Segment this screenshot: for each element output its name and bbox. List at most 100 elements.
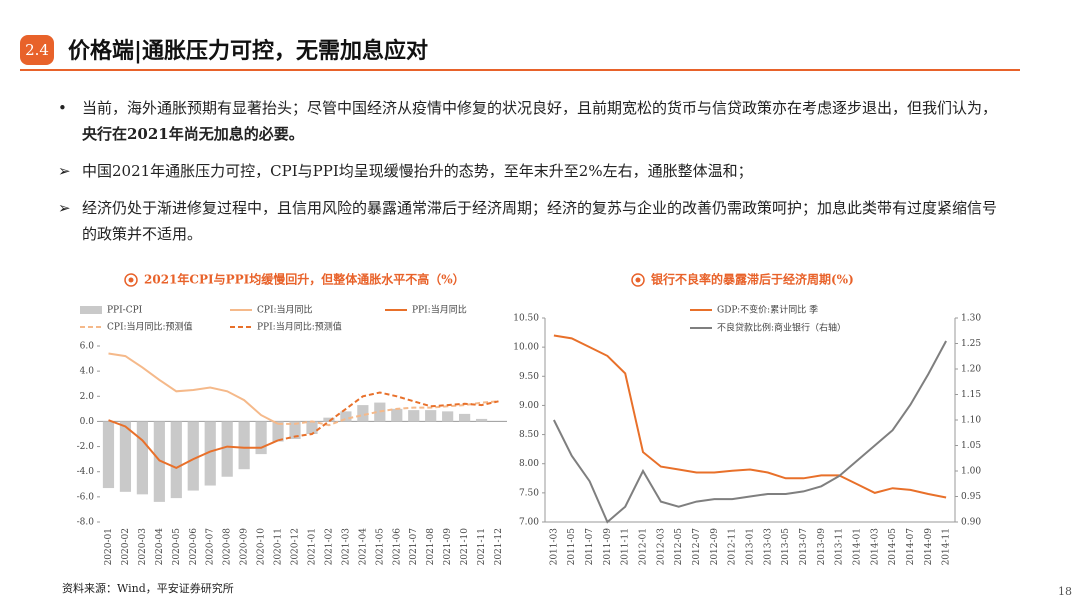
y-tick-label: -4.0 <box>77 467 95 477</box>
bar <box>340 411 352 422</box>
y-tick-label: 2.0 <box>80 392 95 402</box>
legend-label: GDP:不变价:累计同比 季 <box>717 304 818 316</box>
x-tick-label: 2020-03 <box>138 528 148 566</box>
x-tick-label: 2021-05 <box>375 528 385 566</box>
series-line <box>277 391 499 442</box>
x-tick-label: 2011-05 <box>567 528 577 566</box>
x-tick-label: 2013-01 <box>746 528 756 565</box>
series-line <box>553 340 947 524</box>
y2-tick-label: 1.10 <box>961 416 981 426</box>
x-tick-label: 2021-08 <box>426 528 436 566</box>
x-tick-label: 2013-11 <box>835 528 845 565</box>
x-tick-label: 2021-10 <box>460 528 470 566</box>
x-tick-label: 2013-07 <box>799 528 809 566</box>
bullet-text: 当前，海外通胀预期有显著抬头；尽管中国经济从疫情中修复的状况良好，且前期宽松的货… <box>82 99 998 117</box>
series-line <box>108 419 279 470</box>
x-tick-label: 2021-03 <box>341 528 351 566</box>
x-tick-label: 2012-01 <box>639 528 649 565</box>
title-icon-dot <box>128 277 134 283</box>
x-tick-label: 2011-09 <box>603 528 613 566</box>
y2-tick-label: 1.20 <box>961 365 981 375</box>
bar <box>442 411 454 422</box>
bar <box>391 408 403 422</box>
x-tick-label: 2021-01 <box>307 528 317 565</box>
chart-title: 银行不良率的暴露滞后于经济周期(%) <box>651 272 854 287</box>
x-tick-label: 2020-02 <box>121 528 131 565</box>
y-tick-label: 7.50 <box>519 488 539 498</box>
y2-tick-label: 0.95 <box>961 492 981 502</box>
bar <box>459 413 471 422</box>
x-tick-label: 2020-06 <box>189 528 199 566</box>
y-tick-label: 8.50 <box>519 430 539 440</box>
x-tick-label: 2013-05 <box>781 528 791 566</box>
x-tick-label: 2012-11 <box>728 528 738 565</box>
bullet-marker: • <box>58 99 67 117</box>
bar <box>204 421 216 486</box>
bar <box>272 421 284 442</box>
series-line <box>278 400 499 427</box>
x-tick-label: 2020-05 <box>172 528 182 566</box>
y-tick-label: 10.50 <box>513 314 539 324</box>
y-tick-label: -8.0 <box>77 518 95 528</box>
x-tick-label: 2021-07 <box>409 528 419 566</box>
x-tick-label: 2020-07 <box>206 528 216 566</box>
y-tick-label: 0.0 <box>80 417 95 427</box>
x-tick-label: 2012-05 <box>674 528 684 566</box>
slide-title: 价格端|通胀压力可控，无需加息应对 <box>68 38 429 64</box>
title-icon-dot <box>635 277 641 283</box>
bullet-bold-text: 央行在2021年尚无加息的必要。 <box>82 125 304 143</box>
bullet-text: 中国2021年通胀压力可控，CPI与PPI均呈现缓慢抬升的态势，至年末升至2%左… <box>82 162 753 180</box>
x-tick-label: 2020-04 <box>155 528 165 566</box>
x-tick-label: 2020-08 <box>223 528 233 566</box>
y2-tick-label: 1.25 <box>961 339 981 349</box>
bullet-list: • 当前，海外通胀预期有显著抬头；尽管中国经济从疫情中修复的状况良好，且前期宽松的… <box>58 95 1008 258</box>
y-tick-label: -2.0 <box>77 442 95 452</box>
y2-tick-label: 1.00 <box>961 467 981 477</box>
legend-label: CPI:当月同比 <box>257 304 313 316</box>
legend-label: CPI:当月同比:预测值 <box>107 321 193 333</box>
y-tick-label: 8.00 <box>519 459 539 469</box>
x-tick-label: 2021-06 <box>392 528 402 566</box>
bar <box>425 410 437 422</box>
bar <box>255 421 267 455</box>
bar <box>238 421 250 470</box>
title-rule <box>20 69 1020 71</box>
bar <box>153 421 165 502</box>
bar <box>323 417 335 422</box>
bar <box>306 421 318 434</box>
y-tick-label: 4.0 <box>80 367 95 377</box>
bar <box>102 421 115 489</box>
x-tick-label: 2021-11 <box>477 528 487 565</box>
bullet: ➢ 经济仍处于渐进修复过程中，且信用风险的暴露通常滞后于经济周期；经济的复苏与企业… <box>58 195 1008 247</box>
legend-swatch <box>80 306 102 314</box>
x-tick-label: 2011-03 <box>549 528 559 566</box>
y2-tick-label: 1.30 <box>961 314 981 324</box>
bullet: • 当前，海外通胀预期有显著抬头；尽管中国经济从疫情中修复的状况良好，且前期宽松的… <box>58 95 1008 147</box>
legend-label: 不良贷款比例:商业银行（右轴） <box>717 322 846 334</box>
bullet-text: 经济仍处于渐进修复过程中，且信用风险的暴露通常滞后于经济周期；经济的复苏与企业的… <box>82 199 998 243</box>
source-note: 资料来源：Wind，平安证券研究所 <box>62 582 234 595</box>
legend-label: PPI:当月同比:预测值 <box>257 321 342 333</box>
bullet-marker: ➢ <box>58 162 71 180</box>
y-tick-label: 6.0 <box>80 342 95 352</box>
x-tick-label: 2013-03 <box>763 528 773 566</box>
bar <box>289 421 301 440</box>
y-tick-label: -6.0 <box>77 492 95 502</box>
x-tick-label: 2014-09 <box>924 528 934 566</box>
series-line <box>108 352 279 425</box>
x-tick-label: 2020-01 <box>104 528 114 565</box>
x-tick-label: 2011-11 <box>621 528 631 565</box>
x-tick-label: 2013-09 <box>817 528 827 566</box>
bar <box>408 410 420 422</box>
title-icon-ring <box>124 273 138 287</box>
x-tick-label: 2014-03 <box>870 528 880 566</box>
x-tick-label: 2020-11 <box>274 528 284 565</box>
title-icon-ring <box>631 273 645 287</box>
x-tick-label: 2021-09 <box>443 528 453 566</box>
x-tick-label: 2012-03 <box>656 528 666 566</box>
y2-tick-label: 1.15 <box>961 390 981 400</box>
y2-tick-label: 0.90 <box>961 518 981 528</box>
section-badge: 2.4 <box>20 35 54 65</box>
y-tick-label: 9.50 <box>519 372 539 382</box>
x-tick-label: 2020-09 <box>240 528 250 566</box>
